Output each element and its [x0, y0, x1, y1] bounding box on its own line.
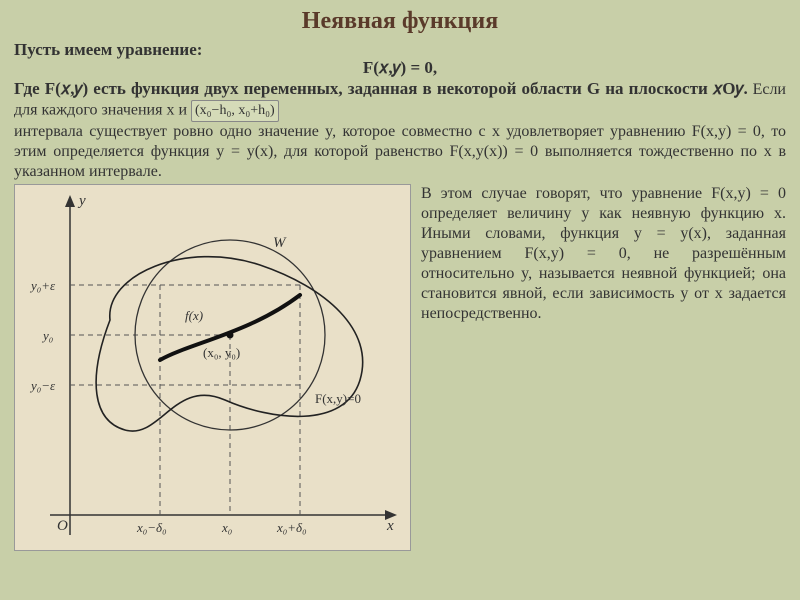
label-y0: y₀ [41, 328, 53, 343]
label-pt: (x₀, y₀) [203, 345, 240, 360]
page-title: Неявная функция [0, 0, 800, 35]
figure-svg: O x y y₀+ε y₀ y₀−ε x₀−δ₀ x₀ x₀+δ₀ W [15, 185, 410, 550]
intro-paragraph: Где F(𝑥,𝑦) есть функция двух переменных,… [0, 78, 800, 122]
label-y0me: y₀−ε [29, 378, 56, 393]
label-y-axis: y [77, 193, 86, 209]
label-y0pe: y₀+ε [29, 278, 56, 293]
body-paragraph-2: В этом случае говорят, что уравнение F(x… [411, 184, 786, 551]
interval-box: (x₀−h₀, x₀+h₀) [191, 100, 279, 122]
label-x0md: x₀−δ₀ [136, 520, 167, 535]
label-fx: f(x) [185, 308, 203, 323]
label-x0: x₀ [221, 520, 232, 535]
body-paragraph-1: интервала существует ровно одно значение… [0, 122, 800, 182]
lower-row: O x y y₀+ε y₀ y₀−ε x₀−δ₀ x₀ x₀+δ₀ W [0, 182, 800, 551]
equation: F(𝑥,𝑦) = 0, [0, 58, 800, 78]
label-origin: O [57, 518, 68, 534]
intro-line1: Пусть имеем уравнение: [0, 35, 800, 60]
label-Fxy: F(x,y)=0 [315, 391, 361, 406]
intro-bold: Где F(𝑥,𝑦) есть функция двух переменных,… [14, 79, 748, 98]
label-x-axis: x [386, 518, 394, 534]
label-x0pd: x₀+δ₀ [276, 520, 307, 535]
implicit-function-figure: O x y y₀+ε y₀ y₀−ε x₀−δ₀ x₀ x₀+δ₀ W [14, 184, 411, 551]
label-W: W [273, 235, 287, 251]
